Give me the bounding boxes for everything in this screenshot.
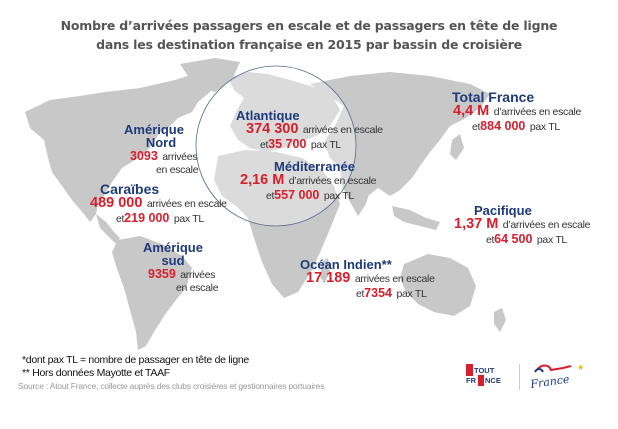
region-name: sud [161, 253, 185, 268]
asia-shape [310, 72, 490, 196]
value-caption: arrivées en escale [302, 124, 383, 136]
atout-france-logo: TOUT FR NCE [466, 364, 501, 386]
value-prefix: et [266, 190, 275, 202]
svg-text:★: ★ [577, 363, 584, 372]
region-name: Nord [145, 135, 177, 150]
madagascar-shape [320, 258, 330, 284]
label-atlantique: Atlantique 374 300 arrivées en escale et… [236, 109, 383, 152]
value-caption: d’arrivées en escale [288, 175, 377, 187]
value-prefix: et [116, 213, 125, 225]
value-prefix: et [486, 234, 495, 246]
region-name: Pacifique [474, 203, 532, 218]
value-caption: d’arrivées en escale [502, 219, 591, 231]
southeast-asia-shape [392, 206, 440, 230]
atlantic-mediterranean-highlight-circle [195, 65, 357, 227]
label-ocean-indien: Océan Indien** 17 189 arrivées en escale… [300, 258, 435, 301]
value-tl: 35 700 [268, 137, 307, 151]
region-name: Total France [452, 89, 535, 105]
label-pacifique: Pacifique 1,37 M d’arrivées en escale et… [454, 204, 590, 247]
value-caption: pax TL [323, 190, 354, 202]
label-mediterranee: Méditerranée 2,16 M d’arrivées en escale… [240, 159, 377, 203]
label-amerique-nord: Amérique Nord 3093 arrivées en escale [118, 122, 199, 177]
value-prefix: et [472, 121, 481, 133]
source-note: Source : Atout France, collecte auprès d… [18, 381, 325, 391]
region-name: Caraïbes [100, 181, 160, 197]
region-name: Océan Indien** [300, 257, 392, 272]
value-caption: pax TL [396, 288, 427, 300]
value-tl: 219 000 [124, 211, 170, 225]
title-line-1: Nombre d’arrivées passagers en escale et… [60, 18, 558, 33]
region-name: Amérique [143, 240, 203, 255]
value-escale: 374 300 [246, 121, 299, 137]
value-escale: 1,37 M [454, 216, 499, 232]
value-escale: 489 000 [90, 195, 143, 211]
map-title: Nombre d’arrivées passagers en escale et… [0, 16, 618, 54]
value-escale: 17 189 [306, 270, 351, 286]
central-america-shape [96, 214, 120, 244]
greenland-shape [180, 58, 240, 92]
europe-shape [228, 72, 340, 152]
footnote-hors-donnees: ** Hors données Mayotte et TAAF [22, 367, 170, 379]
value-caption: arrivées en escale [146, 198, 227, 210]
label-caraibes: Caraïbes 489 000 arrivées en escale et21… [90, 181, 227, 226]
value-caption: pax TL [536, 234, 567, 246]
value-caption: arrivées en escale [354, 273, 435, 285]
value-caption: en escale [176, 282, 219, 294]
svg-text:FR: FR [466, 376, 477, 385]
value-prefix: et [356, 288, 365, 300]
region-name: Atlantique [236, 108, 300, 123]
value-escale: 9359 [148, 267, 176, 281]
new-zealand-shape [494, 308, 506, 332]
value-tl: 7354 [364, 286, 392, 300]
label-total-france: Total France 4,4 M d’arrivées en escale … [452, 89, 582, 134]
region-name: Amérique [124, 122, 184, 137]
australia-shape [400, 254, 476, 316]
value-prefix: et [260, 139, 269, 151]
continents [25, 58, 506, 350]
title-line-2: dans les destination française en 2015 p… [96, 37, 522, 52]
value-escale: 4,4 M [453, 103, 490, 119]
value-tl: 64 500 [494, 232, 533, 246]
france-brand-logo: ★ France [529, 363, 585, 392]
value-caption: pax TL [310, 139, 341, 151]
logo-separator [519, 364, 520, 390]
japan-shape [450, 134, 464, 160]
value-escale: 2,16 M [240, 172, 285, 188]
region-name: Méditerranée [274, 159, 355, 174]
svg-text:France: France [529, 373, 571, 392]
value-tl: 884 000 [480, 119, 526, 133]
svg-text:TOUT: TOUT [474, 366, 495, 375]
value-caption: arrivées [162, 151, 198, 163]
value-caption: pax TL [173, 213, 204, 225]
label-amerique-sud: Amérique sud 9359 arrivées en escale [138, 240, 219, 295]
value-caption: en escale [156, 164, 199, 176]
value-caption: arrivées [180, 269, 216, 281]
svg-text:NCE: NCE [485, 376, 501, 385]
value-caption: d’arrivées en escale [493, 106, 582, 118]
value-caption: pax TL [529, 121, 560, 133]
south-america-shape [112, 236, 192, 350]
footnote-pax-tl: *dont pax TL = nombre de passager en têt… [22, 354, 249, 366]
value-escale: 3093 [130, 149, 158, 163]
north-america-shape [25, 72, 215, 222]
africa-shape [214, 150, 340, 298]
value-tl: 557 000 [274, 188, 320, 202]
